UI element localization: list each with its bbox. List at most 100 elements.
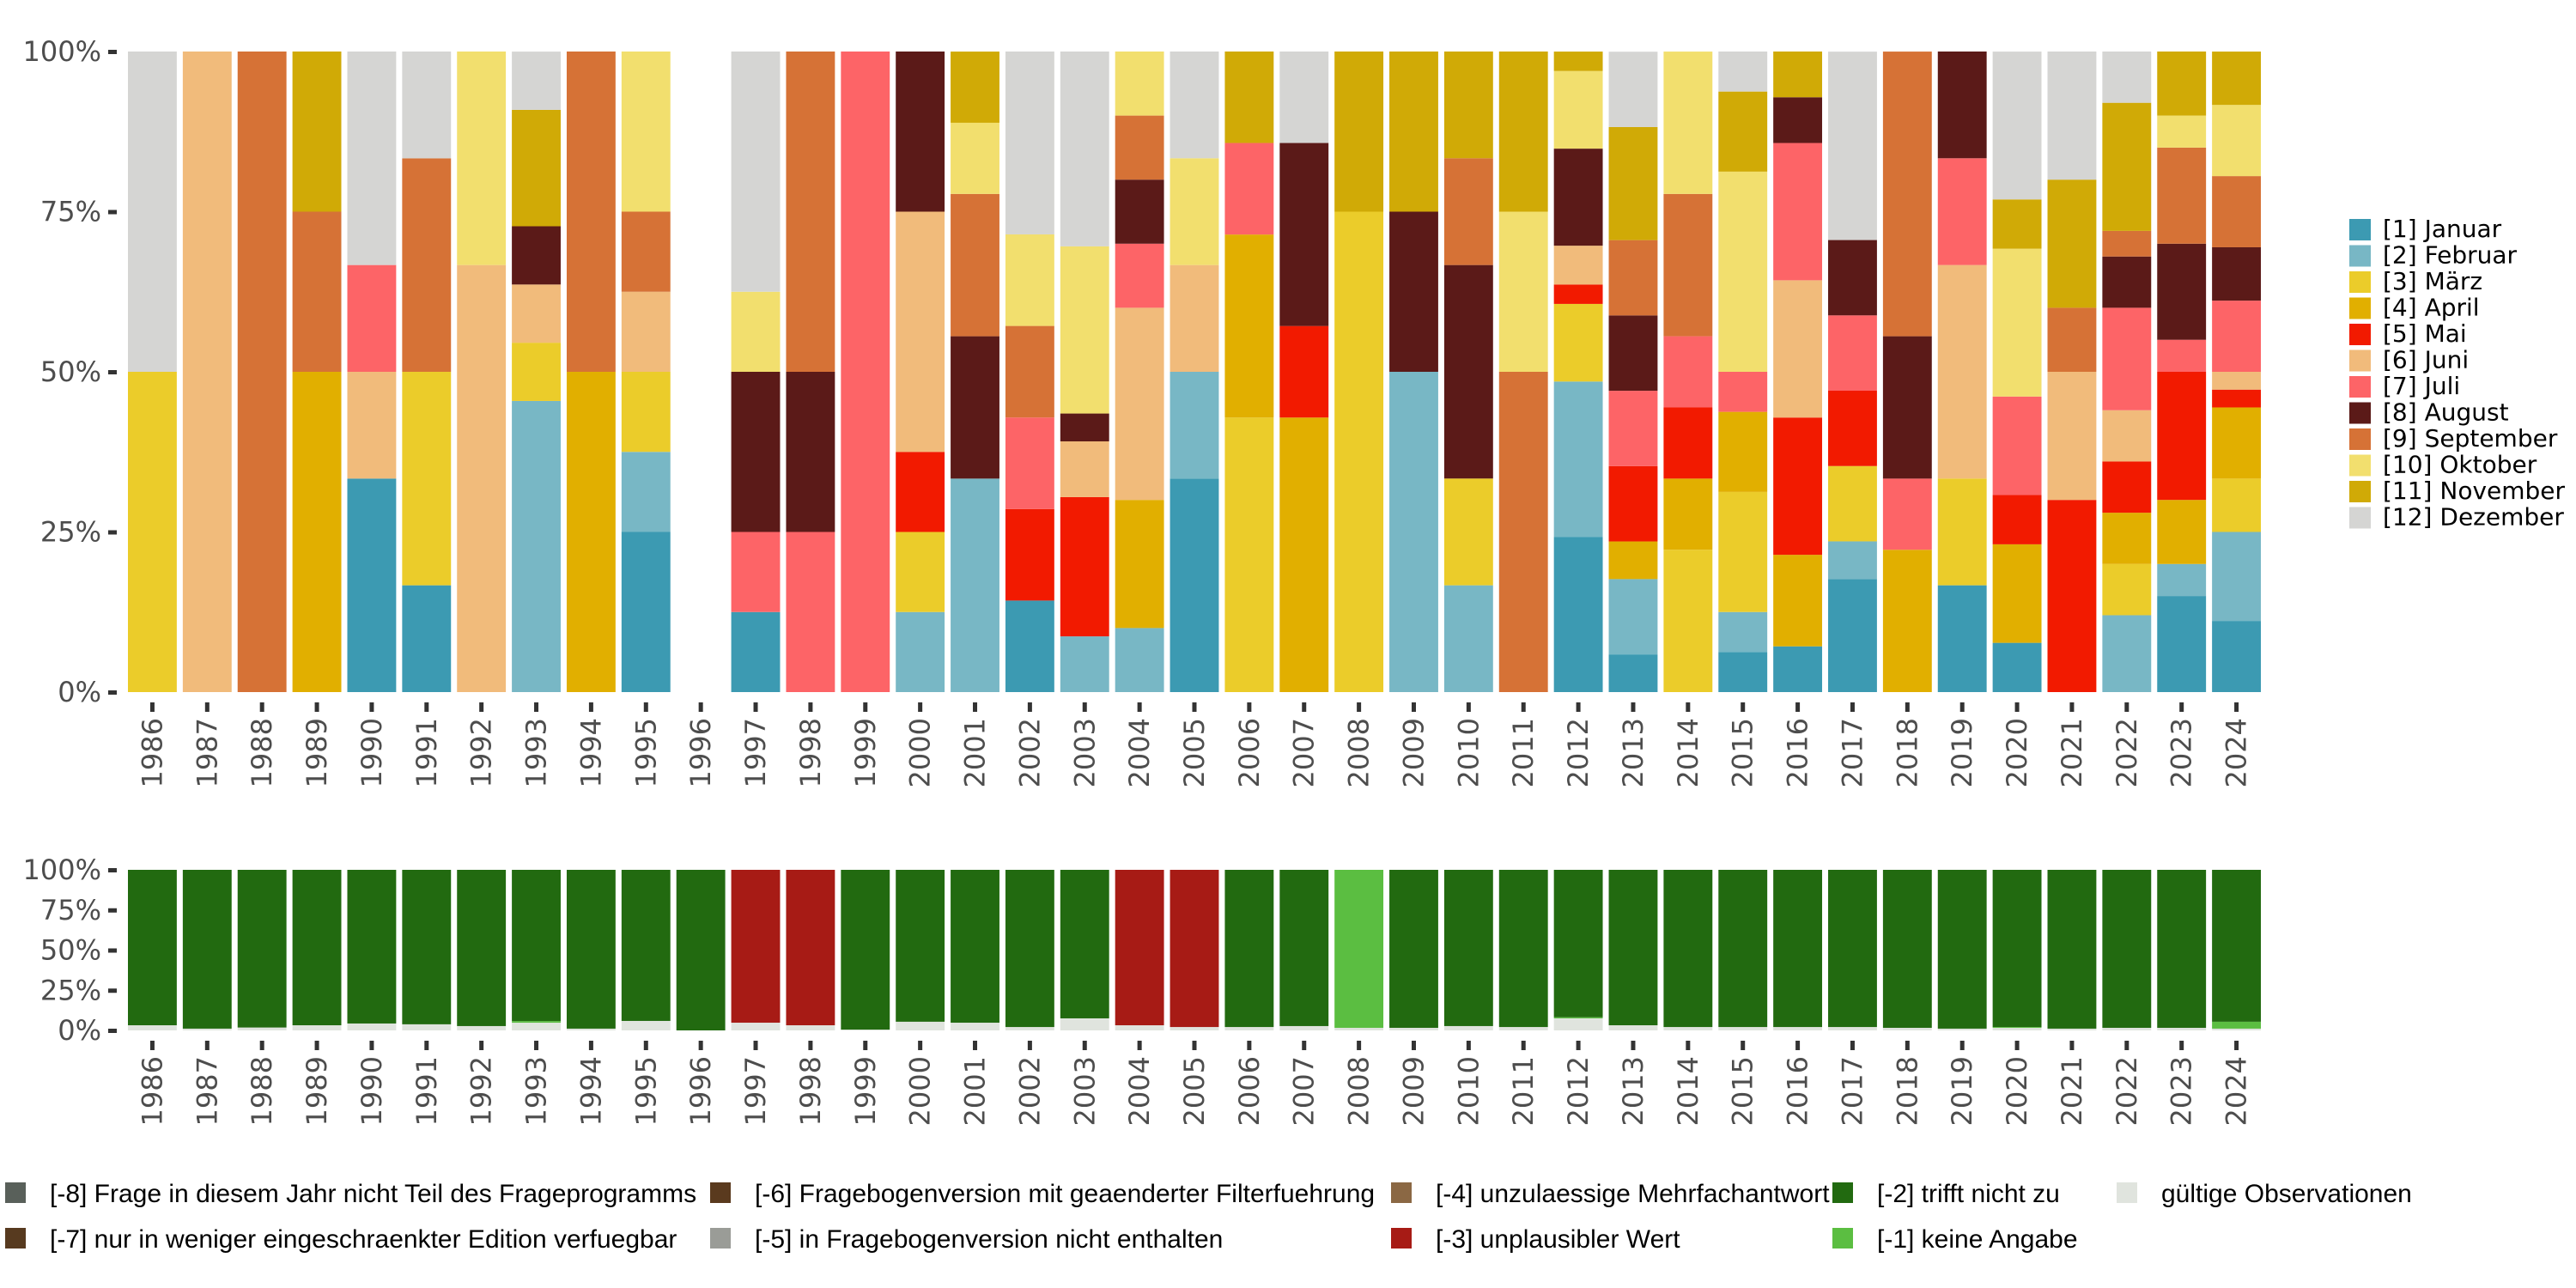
y-tick-mark — [108, 868, 117, 872]
bar-segment-1993-2-februar — [512, 400, 561, 692]
bar-segment-2018-9-september — [1882, 52, 1932, 337]
bar-segment-2003-5-mai — [1060, 496, 1109, 637]
y-tick-mark — [108, 210, 117, 215]
bar-segment-1992-6-juni — [457, 264, 507, 692]
bar-segment-1995-6-juni — [621, 291, 671, 372]
bar-segment-1993-12-dezember — [512, 52, 561, 110]
bar-segment-2024-10-oktober — [2212, 105, 2261, 177]
bar-segment-2014-3-m-rz — [1663, 550, 1713, 692]
bar-segment-1991-1-januar — [402, 585, 452, 692]
x-tick-mark — [1466, 702, 1471, 712]
legend-swatch — [2349, 507, 2371, 529]
x-tick-mark — [2234, 702, 2239, 712]
legend-swatch — [2349, 402, 2371, 424]
bar-segment-2013-4-april — [1608, 541, 1658, 580]
legend-label: [-6] Fragebogenversion mit geaenderter F… — [755, 1180, 1375, 1208]
bar-segment-1999-2-trifft-nicht-zu — [841, 870, 890, 1030]
bar-segment-2002-1-januar — [1005, 600, 1054, 692]
x-tick-label: 1987 — [191, 1056, 223, 1126]
bar-segment-2021-2-trifft-nicht-zu — [2047, 870, 2097, 1029]
bar-segment-2018-4-april — [1882, 550, 1932, 692]
bar-segment-2010-3-m-rz — [1443, 478, 1493, 586]
bar-segment-1991-3-m-rz — [402, 372, 452, 586]
x-tick-mark — [314, 702, 319, 712]
x-tick-label: 1999 — [849, 718, 882, 787]
bar-segment-2024-7-juli — [2212, 301, 2261, 372]
bar-segment-2016-2-trifft-nicht-zu — [1773, 870, 1823, 1028]
legend-swatch — [2349, 324, 2371, 345]
bar-segment-2008-g-ltige-observationen — [1334, 1028, 1384, 1030]
x-tick-mark — [1741, 1041, 1746, 1050]
y-tick-label: 25% — [40, 516, 101, 549]
missing-values-legend: [-8] Frage in diesem Jahr nicht Teil des… — [5, 1180, 2412, 1254]
bar-segment-2006-7-juli — [1224, 143, 1274, 235]
bar-segment-2006-4-april — [1224, 234, 1274, 418]
bar-segment-2013-2-februar — [1608, 579, 1658, 655]
x-tick-label: 2008 — [1343, 718, 1376, 787]
legend-swatch — [2349, 245, 2371, 267]
bar-segment-2011-g-ltige-observationen — [1498, 1027, 1548, 1030]
bar-segment-1990-2-trifft-nicht-zu — [347, 870, 397, 1024]
legend-swatch — [2349, 271, 2371, 293]
bar-segment-2020-g-ltige-observationen — [1992, 1028, 2042, 1030]
bar-segment-1997-10-oktober — [731, 291, 781, 372]
bar-segment-1989-g-ltige-observationen — [292, 1025, 342, 1030]
bar-segment-2020-4-april — [1992, 544, 2042, 643]
bar-segment-2004-6-juni — [1115, 307, 1164, 501]
bar-segment-1987-g-ltige-observationen — [182, 1028, 232, 1030]
bar-segment-2024-11-november — [2212, 52, 2261, 106]
x-tick-mark — [1905, 702, 1910, 712]
bar-segment-2003-10-oktober — [1060, 246, 1109, 414]
bar-segment-1989-9-september — [292, 211, 342, 372]
bar-segment-2000-2-trifft-nicht-zu — [896, 870, 945, 1022]
y-tick-mark — [108, 908, 117, 913]
bar-segment-2013-11-november — [1608, 126, 1658, 240]
bar-segment-2004-3-unplausibler-wert — [1115, 870, 1164, 1026]
bar-segment-2015-g-ltige-observationen — [1718, 1027, 1768, 1030]
y-tick-label: 0% — [58, 676, 101, 708]
bar-segment-2012-2-februar — [1553, 381, 1603, 538]
x-tick-label: 2004 — [1123, 718, 1156, 787]
bar-segment-2014-5-mai — [1663, 407, 1713, 479]
x-tick-label: 1998 — [794, 1056, 827, 1126]
bar-segment-2015-2-februar — [1718, 611, 1768, 653]
x-tick-label: 2001 — [959, 1056, 992, 1126]
bar-segment-2021-11-november — [2047, 179, 2097, 308]
bar-segment-2012-10-oktober — [1553, 70, 1603, 149]
bar-segment-1993-6-juni — [512, 284, 561, 343]
x-tick-label: 2024 — [2221, 1056, 2253, 1126]
bar-segment-2004-8-august — [1115, 179, 1164, 244]
bar-segment-2012-11-november — [1553, 52, 1603, 71]
x-tick-mark — [863, 702, 868, 712]
bar-segment-2012-1-januar — [1553, 537, 1603, 692]
bar-segment-2017-g-ltige-observationen — [1828, 1027, 1877, 1030]
bar-segment-2001-11-november — [951, 52, 999, 123]
bar-segment-2015-2-trifft-nicht-zu — [1718, 870, 1768, 1028]
bar-segment-1995-3-m-rz — [621, 372, 671, 453]
bar-segment-1995-2-februar — [621, 452, 671, 532]
bar-segment-2022-8-august — [2102, 256, 2152, 308]
x-tick-label: 2017 — [1836, 1056, 1868, 1126]
bar-segment-2000-8-august — [896, 52, 945, 212]
x-tick-mark — [204, 702, 210, 712]
x-tick-mark — [2069, 702, 2075, 712]
bar-segment-2001-g-ltige-observationen — [951, 1023, 999, 1030]
y-tick-mark — [108, 530, 117, 535]
bar-segment-1995-10-oktober — [621, 52, 671, 212]
bar-segment-1997-3-unplausibler-wert — [731, 870, 781, 1024]
bar-segment-2006-3-m-rz — [1224, 417, 1274, 692]
x-tick-mark — [1576, 702, 1581, 712]
month-distribution-chart: 0% 25% 50% 75% 100% 1986 1987 1988 1989 1990 1991 1… — [23, 35, 2261, 787]
x-tick-mark — [1357, 1041, 1362, 1050]
bar-segment-2022-9-september — [2102, 230, 2152, 257]
x-tick-label: 2006 — [1233, 718, 1266, 787]
y-tick-mark — [108, 370, 117, 374]
x-tick-label: 2013 — [1617, 1056, 1649, 1126]
bar-segment-2005-12-dezember — [1170, 52, 1219, 159]
x-tick-label: 2005 — [1178, 718, 1211, 787]
bar-segment-2015-3-m-rz — [1718, 491, 1768, 612]
bar-segment-2017-8-august — [1828, 240, 1877, 316]
x-tick-mark — [314, 1041, 319, 1050]
x-tick-label: 1991 — [410, 1056, 443, 1126]
